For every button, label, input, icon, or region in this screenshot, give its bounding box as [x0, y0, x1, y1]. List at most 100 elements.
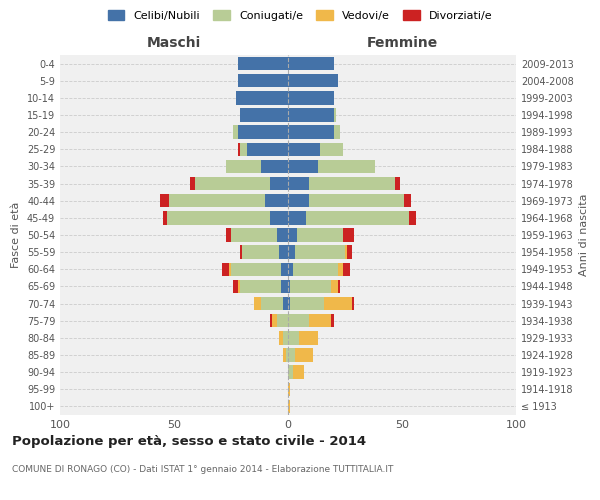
Bar — [277, 314, 288, 328]
Bar — [288, 142, 320, 156]
Bar — [194, 177, 270, 190]
Bar — [288, 91, 334, 104]
Bar — [345, 246, 347, 259]
Bar — [226, 160, 260, 173]
Bar — [265, 194, 288, 207]
Bar — [260, 160, 288, 173]
Bar — [288, 74, 338, 88]
Bar — [338, 280, 340, 293]
Bar — [331, 314, 334, 328]
Bar — [233, 280, 238, 293]
Text: Maschi: Maschi — [147, 36, 201, 50]
Y-axis label: Anni di nascita: Anni di nascita — [579, 194, 589, 276]
Bar — [290, 297, 325, 310]
Bar — [288, 108, 334, 122]
Bar — [286, 348, 288, 362]
Bar — [270, 314, 272, 328]
Bar — [288, 194, 308, 207]
Text: Femmine: Femmine — [367, 36, 437, 50]
Bar — [160, 194, 169, 207]
Bar — [288, 400, 290, 413]
Bar — [288, 366, 293, 379]
Bar — [325, 297, 352, 310]
Bar — [343, 228, 354, 241]
Bar — [277, 228, 288, 241]
Bar — [308, 194, 404, 207]
Y-axis label: Fasce di età: Fasce di età — [11, 202, 21, 268]
Bar — [169, 194, 265, 207]
Bar — [281, 280, 288, 293]
Bar — [283, 331, 288, 344]
Bar — [222, 262, 229, 276]
Bar — [288, 297, 290, 310]
Bar — [299, 331, 317, 344]
Bar — [288, 228, 297, 241]
Bar — [238, 126, 288, 139]
Text: Popolazione per età, sesso e stato civile - 2014: Popolazione per età, sesso e stato civil… — [12, 435, 366, 448]
Bar — [254, 297, 260, 310]
Bar — [240, 246, 242, 259]
Bar — [288, 160, 317, 173]
Bar — [240, 142, 247, 156]
Bar — [288, 246, 295, 259]
Bar — [395, 177, 400, 190]
Bar — [295, 348, 313, 362]
Bar — [272, 314, 277, 328]
Bar — [288, 348, 295, 362]
Legend: Celibi/Nubili, Coniugati/e, Vedovi/e, Divorziati/e: Celibi/Nubili, Coniugati/e, Vedovi/e, Di… — [103, 6, 497, 25]
Bar — [334, 108, 336, 122]
Bar — [295, 246, 345, 259]
Bar — [279, 246, 288, 259]
Bar — [347, 246, 352, 259]
Bar — [288, 331, 299, 344]
Bar — [270, 211, 288, 224]
Bar — [308, 314, 331, 328]
Bar — [404, 194, 411, 207]
Bar — [288, 262, 293, 276]
Bar — [409, 211, 416, 224]
Bar — [238, 57, 288, 70]
Bar — [320, 142, 343, 156]
Bar — [260, 297, 283, 310]
Bar — [281, 262, 288, 276]
Bar — [288, 177, 308, 190]
Bar — [334, 126, 340, 139]
Bar — [288, 126, 334, 139]
Bar — [231, 262, 281, 276]
Bar — [270, 177, 288, 190]
Bar — [238, 142, 240, 156]
Bar — [317, 160, 374, 173]
Bar — [293, 366, 304, 379]
Bar — [331, 280, 338, 293]
Bar — [288, 211, 306, 224]
Bar — [240, 280, 281, 293]
Bar — [288, 280, 290, 293]
Bar — [247, 142, 288, 156]
Bar — [163, 211, 167, 224]
Bar — [226, 228, 231, 241]
Bar — [293, 262, 338, 276]
Bar — [238, 280, 240, 293]
Bar — [190, 177, 194, 190]
Bar — [231, 228, 277, 241]
Bar — [240, 108, 288, 122]
Bar — [233, 126, 238, 139]
Bar — [306, 211, 409, 224]
Bar — [297, 228, 343, 241]
Bar — [236, 91, 288, 104]
Bar — [238, 74, 288, 88]
Bar — [229, 262, 231, 276]
Bar — [167, 211, 270, 224]
Bar — [283, 297, 288, 310]
Text: COMUNE DI RONAGO (CO) - Dati ISTAT 1° gennaio 2014 - Elaborazione TUTTITALIA.IT: COMUNE DI RONAGO (CO) - Dati ISTAT 1° ge… — [12, 465, 394, 474]
Bar — [288, 382, 290, 396]
Bar — [283, 348, 286, 362]
Bar — [338, 262, 343, 276]
Bar — [288, 314, 308, 328]
Bar — [288, 57, 334, 70]
Bar — [290, 280, 331, 293]
Bar — [279, 331, 283, 344]
Bar — [308, 177, 395, 190]
Bar — [242, 246, 279, 259]
Bar — [343, 262, 350, 276]
